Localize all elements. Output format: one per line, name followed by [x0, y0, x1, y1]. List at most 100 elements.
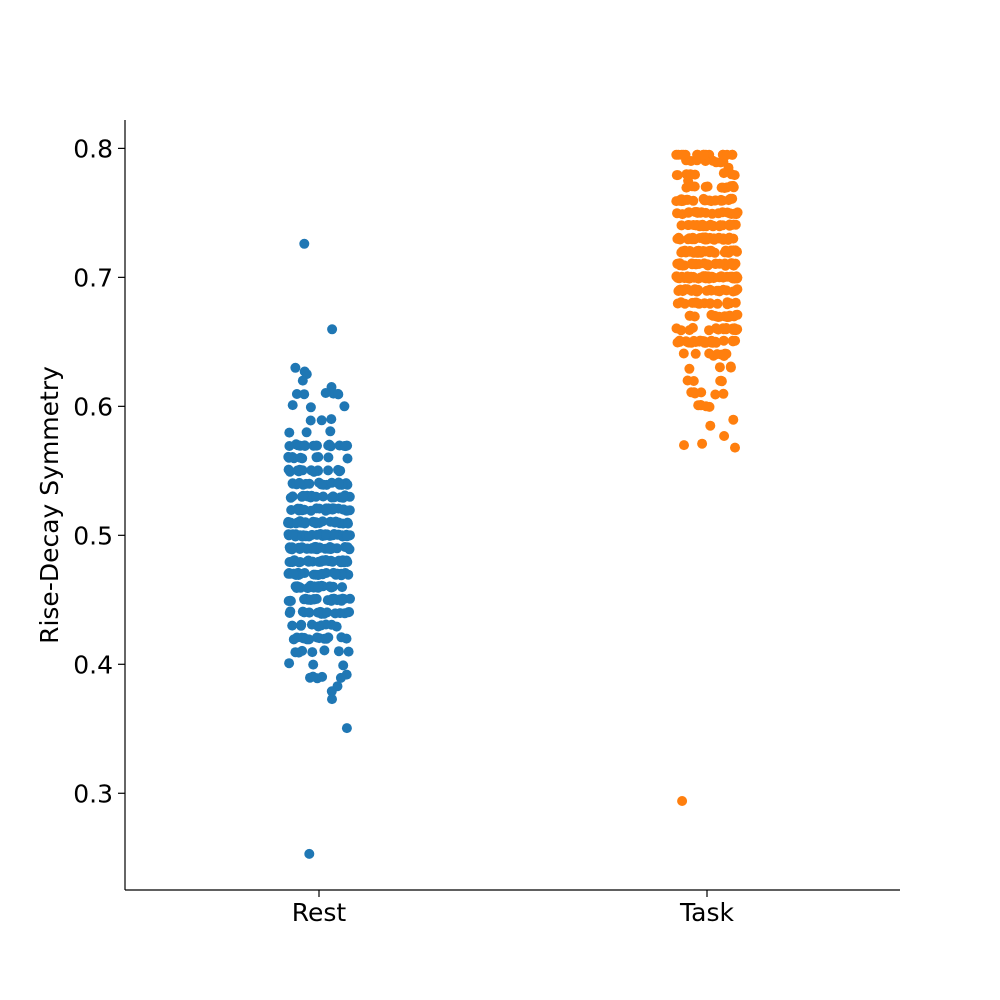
data-point-rest [285, 466, 295, 477]
data-point-task [687, 232, 698, 243]
data-point-task [709, 195, 720, 206]
data-point-task [689, 297, 700, 308]
data-point-task [671, 271, 682, 282]
data-point-task [673, 259, 684, 270]
data-point-rest [321, 619, 331, 630]
data-point-rest [312, 607, 323, 618]
data-point-task [716, 182, 727, 193]
data-point-rest [285, 492, 296, 503]
data-point-rest [330, 568, 340, 579]
data-point-task [702, 259, 713, 270]
data-point-rest [313, 452, 324, 462]
data-point-rest [323, 452, 334, 463]
data-point-task [713, 285, 724, 296]
data-point-rest [338, 660, 349, 671]
data-point-task [723, 247, 734, 258]
x-ticks: Rest Task [292, 890, 734, 927]
data-point-rest [326, 582, 337, 593]
data-point-rest [318, 491, 329, 502]
data-point-rest [345, 593, 355, 604]
data-point-rest [330, 608, 341, 619]
data-point-rest [294, 557, 305, 568]
data-point-rest [294, 464, 305, 475]
x-tick-label: Rest [292, 898, 347, 927]
data-point-task [723, 312, 734, 322]
data-point-task [728, 286, 739, 297]
data-point-task [698, 193, 709, 204]
data-point-task [707, 208, 718, 219]
data-point-task [678, 348, 689, 359]
data-point-rest [342, 542, 353, 553]
data-point-rest [299, 389, 310, 400]
data-point-task [722, 297, 733, 308]
data-point-rest [302, 583, 313, 594]
data-point-rest [296, 542, 307, 553]
data-point-rest [308, 659, 319, 670]
data-point-rest [308, 543, 319, 554]
data-point-rest [342, 453, 353, 464]
data-point-rest [296, 619, 307, 630]
data-point-rest [313, 570, 324, 580]
data-point-task [717, 195, 728, 206]
data-point-rest [319, 645, 330, 656]
data-point-task [698, 221, 709, 232]
data-point-rest [333, 464, 343, 475]
data-point-task [728, 414, 739, 425]
data-point-rest [320, 529, 331, 540]
data-point-rest [321, 503, 332, 514]
data-point-rest [291, 389, 302, 399]
data-point-rest [283, 518, 294, 529]
data-point-task [696, 387, 707, 398]
x-tick-label: Task [679, 898, 734, 927]
data-point-task [676, 220, 687, 231]
data-point-task [680, 247, 691, 258]
data-point-rest [299, 238, 310, 249]
data-point-rest [305, 402, 316, 413]
data-point-task [711, 311, 722, 322]
data-point-task [682, 194, 693, 205]
data-point-rest [312, 529, 322, 540]
data-point-rest [286, 505, 297, 515]
data-point-task [716, 375, 727, 386]
data-point-rest [303, 556, 314, 567]
data-point-task [697, 438, 708, 449]
data-point-task [690, 285, 701, 296]
data-point-rest [330, 516, 341, 527]
data-point-task [676, 325, 687, 336]
data-point-task [731, 325, 742, 336]
data-point-task [676, 149, 687, 160]
data-point-rest [294, 477, 305, 488]
data-point-rest [310, 517, 321, 528]
data-point-rest [290, 362, 301, 373]
data-point-rest [285, 606, 296, 617]
data-point-task [709, 234, 720, 245]
data-point-task [688, 220, 699, 230]
data-point-task [711, 323, 721, 334]
data-point-task [727, 273, 738, 284]
data-point-rest [341, 723, 352, 734]
data-point-task [682, 271, 693, 282]
data-point-task [717, 233, 727, 244]
data-point-task [719, 431, 730, 441]
data-point-task [719, 351, 729, 361]
data-point-rest [316, 415, 327, 426]
data-point-rest [299, 504, 310, 515]
data-point-task [710, 336, 721, 347]
y-tick-label: 0.6 [73, 392, 113, 421]
data-point-task [718, 388, 729, 399]
data-point-task [718, 272, 729, 283]
data-point-rest [304, 848, 315, 859]
data-point-task [729, 208, 740, 219]
data-point-task [675, 234, 686, 245]
data-point-rest [320, 388, 331, 398]
data-point-rest [287, 529, 298, 540]
y-ticks: 0.3 0.4 0.5 0.6 0.7 0.8 [73, 134, 125, 808]
data-point-rest [288, 634, 299, 645]
data-point-task [672, 298, 683, 309]
data-point-rest [285, 543, 296, 554]
data-point-rest [344, 505, 355, 516]
y-tick-label: 0.7 [73, 263, 113, 292]
data-point-rest [301, 427, 312, 438]
data-point-rest [341, 633, 352, 644]
